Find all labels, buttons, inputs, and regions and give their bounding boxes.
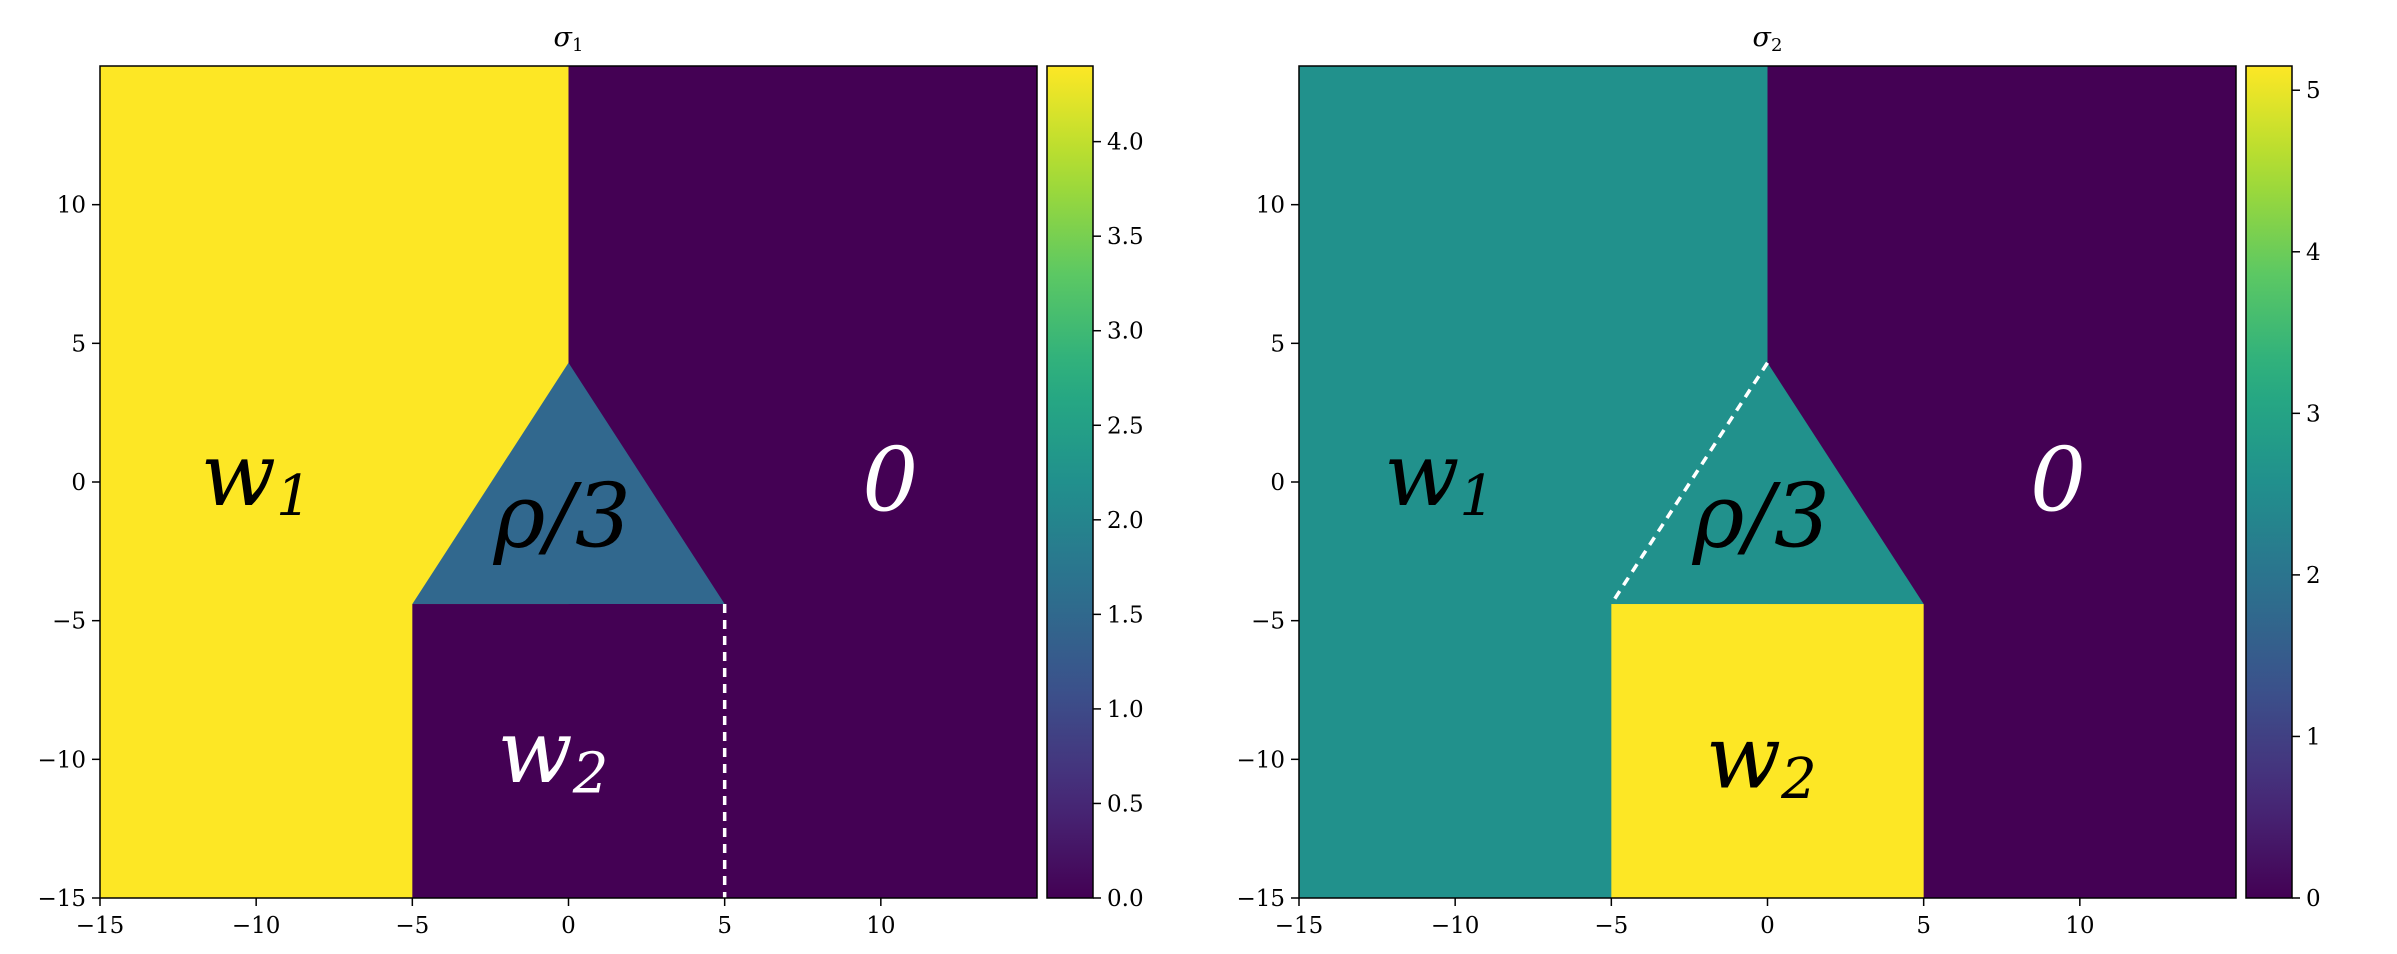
region-label-1: ρ/3	[493, 464, 631, 567]
x-tick-label: −10	[1431, 913, 1480, 939]
x-tick-label: 10	[866, 913, 895, 939]
colorbar	[2245, 65, 2293, 899]
colorbar-tick-label: 5	[2306, 78, 2321, 104]
x-tick-label: −15	[76, 913, 125, 939]
y-tick-label: −15	[1236, 886, 1285, 912]
colorbar-tick-label: 4	[2306, 240, 2321, 266]
colorbar-tick-label: 0.0	[1107, 886, 1144, 912]
y-tick-label: −10	[1236, 747, 1285, 773]
y-tick-label: 10	[57, 193, 86, 219]
region-label-2: 0	[2030, 428, 2086, 531]
colorbar-tick-label: 2	[2306, 563, 2321, 589]
x-tick-label: 10	[2065, 913, 2094, 939]
y-tick-label: 5	[71, 331, 86, 357]
y-tick-label: −10	[37, 747, 86, 773]
y-tick-label: 0	[1270, 470, 1285, 496]
y-tick-label: 0	[71, 470, 86, 496]
x-tick-label: 0	[561, 913, 576, 939]
colorbar-tick-label: 4.0	[1107, 130, 1144, 156]
colorbar-tick-label: 2.0	[1107, 508, 1144, 534]
y-tick-label: −5	[1251, 609, 1285, 635]
x-tick-label: −5	[1594, 913, 1628, 939]
x-tick-label: −5	[395, 913, 429, 939]
colorbar-tick-label: 3	[2306, 401, 2321, 427]
x-tick-label: 0	[1760, 913, 1775, 939]
y-tick-label: −15	[37, 886, 86, 912]
x-tick-label: 5	[717, 913, 732, 939]
colorbar	[1046, 65, 1094, 899]
region-rho-over-3	[412, 362, 725, 605]
colorbar-tick-label: 1.0	[1107, 697, 1144, 723]
region-label-3: w2	[497, 700, 608, 806]
y-tick-label: 5	[1270, 331, 1285, 357]
colorbar-tick-label: 3.5	[1107, 224, 1144, 250]
x-tick-label: −10	[232, 913, 281, 939]
region-label-1: ρ/3	[1692, 464, 1830, 567]
y-tick-label: 10	[1256, 193, 1285, 219]
colorbar-tick-label: 2.5	[1107, 413, 1144, 439]
region-label-2: 0	[862, 428, 918, 531]
colorbar-tick-label: 0	[2306, 886, 2321, 912]
panel-title: σ2	[1753, 22, 1783, 56]
colorbar-tick-label: 0.5	[1107, 791, 1144, 817]
colorbar-tick-label: 1.5	[1107, 602, 1144, 628]
panel-sigma-1: w1 ρ/3 0w2−15 −10 −5 0 5 10−15−10−50510σ10.00.5…	[37, 22, 1143, 939]
y-tick-label: −5	[52, 609, 86, 635]
panel-title: σ1	[554, 22, 584, 56]
region-rho-over-3	[1611, 362, 1924, 605]
x-tick-label: 5	[1916, 913, 1931, 939]
region-w2	[1611, 604, 1924, 898]
colorbar-tick-label: 1	[2306, 724, 2321, 750]
x-tick-label: −15	[1275, 913, 1324, 939]
region-w2	[412, 604, 725, 898]
colorbar-tick-label: 3.0	[1107, 319, 1144, 345]
